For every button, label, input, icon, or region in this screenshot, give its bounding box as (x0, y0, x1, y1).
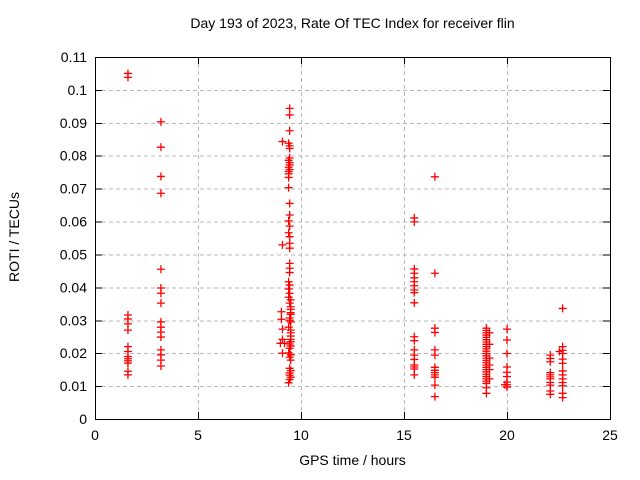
data-point (156, 117, 165, 126)
x-tick-label: 20 (499, 427, 515, 443)
data-point (410, 336, 419, 345)
data-point (280, 339, 289, 348)
data-point (546, 390, 555, 399)
data-point (430, 328, 439, 337)
data-point (558, 381, 567, 390)
data-point (284, 173, 293, 182)
x-axis-label: GPS time / hours (299, 452, 406, 468)
data-point (503, 336, 511, 345)
data-point (278, 325, 287, 334)
data-point (285, 244, 294, 253)
data-point (278, 137, 287, 146)
data-point (277, 315, 286, 324)
data-point (558, 304, 567, 313)
y-tick-label: 0 (79, 411, 87, 427)
y-tick-label: 0.01 (60, 378, 87, 394)
data-point (286, 356, 295, 365)
data-point (286, 317, 295, 326)
y-tick-label: 0.1 (68, 82, 88, 98)
gridlines (95, 57, 610, 419)
data-point (410, 298, 419, 307)
data-point (410, 370, 419, 379)
data-point (285, 144, 294, 153)
data-point (285, 165, 294, 174)
data-point (123, 370, 132, 379)
data-point (558, 359, 567, 368)
data-point (123, 326, 132, 335)
data-point (284, 378, 293, 387)
data-point (285, 110, 294, 119)
data-point (430, 373, 439, 382)
y-tick-label: 0.07 (60, 181, 87, 197)
data-point (156, 299, 165, 308)
data-point (284, 228, 293, 237)
data-point (278, 240, 287, 249)
data-point (430, 172, 439, 181)
data-point (285, 289, 294, 298)
y-axis-label: ROTI / TECUs (6, 192, 22, 282)
data-point (285, 222, 294, 231)
data-point (430, 381, 439, 390)
tick-labels: 0 0.01 0.02 0.03 0.04 0.05 0.06 0.07 0.08 0.09 0.1… (60, 49, 618, 443)
scatter-points (123, 69, 567, 402)
data-point (558, 393, 567, 402)
y-tick-label: 0.03 (60, 312, 87, 328)
data-point (156, 333, 165, 342)
y-tick-label: 0.02 (60, 345, 87, 361)
data-point (285, 299, 294, 308)
data-point (284, 183, 293, 192)
data-point (285, 210, 294, 219)
data-point (503, 383, 511, 392)
data-point (156, 172, 165, 181)
data-point (430, 269, 439, 278)
data-point (284, 348, 293, 357)
data-point (284, 216, 293, 225)
data-point (156, 143, 165, 152)
data-point (410, 288, 419, 297)
data-point (277, 307, 286, 316)
data-point (430, 392, 439, 401)
data-point (123, 73, 132, 82)
data-point (156, 189, 165, 198)
data-point (278, 335, 287, 344)
y-tick-label: 0.04 (60, 279, 87, 295)
data-point (285, 199, 294, 208)
data-point (156, 362, 165, 371)
x-tick-label: 0 (91, 427, 99, 443)
data-point (156, 289, 165, 298)
x-tick-label: 15 (396, 427, 412, 443)
x-tick-label: 5 (194, 427, 202, 443)
data-point (285, 316, 294, 325)
chart-title: Day 193 of 2023, Rate Of TEC Index for r… (190, 15, 515, 31)
data-point (503, 325, 511, 334)
data-point (503, 349, 511, 358)
data-point (430, 351, 439, 360)
y-tick-label: 0.09 (60, 115, 87, 131)
data-point (285, 281, 294, 290)
data-point (123, 359, 132, 368)
data-point (546, 357, 555, 366)
x-tick-label: 25 (602, 427, 618, 443)
y-tick-label: 0.08 (60, 148, 87, 164)
data-point (285, 126, 294, 135)
data-point (285, 268, 294, 277)
data-point (286, 310, 295, 319)
tick-marks (95, 57, 611, 420)
plot-frame (95, 57, 611, 420)
y-tick-label: 0.05 (60, 246, 87, 262)
data-point (285, 344, 294, 353)
x-tick-label: 10 (293, 427, 309, 443)
data-point (156, 265, 165, 274)
data-point (284, 285, 293, 294)
data-point (482, 389, 491, 398)
data-point (410, 217, 419, 226)
y-tick-label: 0.06 (60, 214, 87, 230)
y-tick-label: 0.11 (61, 49, 87, 65)
